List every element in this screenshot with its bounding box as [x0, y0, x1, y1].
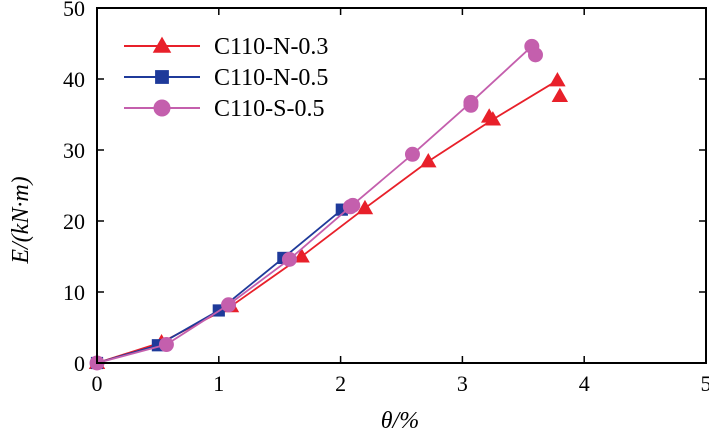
series-line-C110-S-0.5	[96, 45, 533, 364]
data-point-C110-N-0.3	[549, 72, 566, 87]
y-tick-label: 40	[63, 67, 85, 92]
plot-frame	[96, 7, 707, 364]
legend-label-C110-N-0.5: C110-N-0.5	[214, 65, 328, 91]
y-axis-title: E/(kN·m)	[8, 176, 34, 264]
y-tick-label: 30	[63, 138, 85, 163]
data-point-C110-N-0.3	[356, 199, 374, 215]
data-point-C110-N-0.3	[420, 153, 437, 168]
data-point-C110-S-0.5	[221, 297, 237, 313]
legend: C110-N-0.3 C110-N-0.5 C110-S-0.5	[124, 34, 328, 122]
data-point-C110-S-0.5	[281, 251, 297, 267]
data-point-C110-N-0.3	[551, 87, 569, 103]
legend-marker-C110-N-0.5	[155, 70, 169, 84]
x-tick-label: 2	[335, 371, 346, 396]
data-point-C110-N-0.3	[293, 248, 310, 263]
legend-label-C110-N-0.3: C110-N-0.3	[214, 34, 328, 60]
y-tick-label: 20	[63, 209, 85, 234]
data-point-C110-S-0.5	[158, 337, 174, 353]
legend-label-C110-S-0.5: C110-S-0.5	[214, 96, 324, 122]
data-point-C110-S-0.5	[345, 197, 361, 213]
data-point-C110-N-0.3	[480, 108, 498, 123]
legend-marker-C110-N-0.3	[152, 36, 172, 53]
data-point-C110-S-0.5	[463, 97, 479, 113]
y-tick-label: 10	[63, 280, 85, 305]
x-tick-label: 3	[457, 371, 468, 396]
x-tick-label: 4	[579, 371, 590, 396]
plot-layer	[88, 38, 569, 371]
legend-marker-C110-S-0.5	[153, 99, 171, 117]
series-line-C110-N-0.5	[96, 208, 343, 364]
x-axis-title: θ/%	[381, 408, 419, 434]
x-tick-label: 5	[701, 371, 709, 396]
x-tick-label: 1	[213, 371, 224, 396]
y-tick-label: 0	[74, 351, 85, 376]
y-tick-label: 50	[63, 0, 85, 21]
data-point-C110-S-0.5	[404, 146, 420, 162]
x-tick-label: 0	[92, 371, 103, 396]
data-point-C110-S-0.5	[527, 47, 543, 63]
